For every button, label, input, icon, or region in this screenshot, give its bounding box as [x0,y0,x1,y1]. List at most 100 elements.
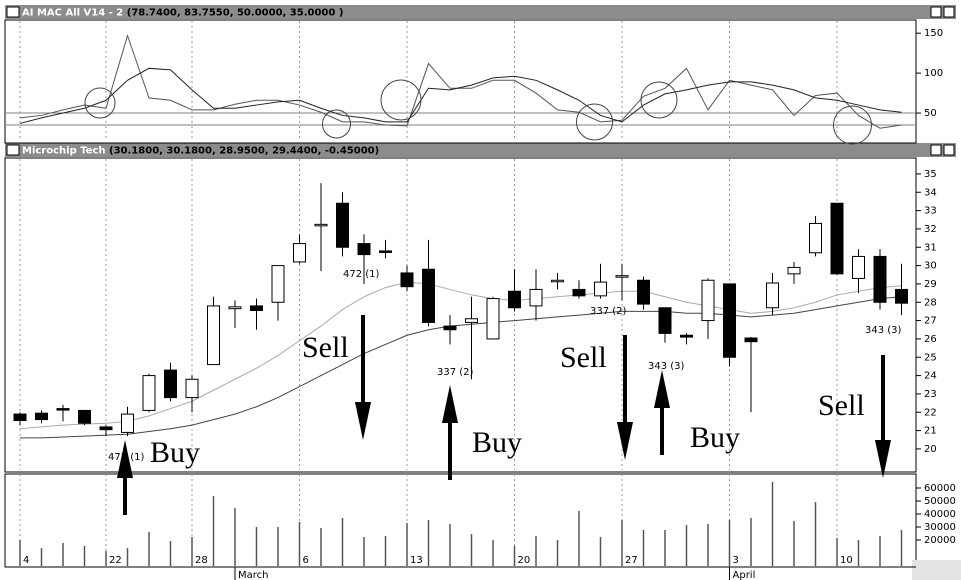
y-tick-label: 25 [924,352,937,363]
candle-body [228,306,242,310]
corner-box [912,560,961,580]
osc-values: (78.7400, 83.7550, 50.0000, 35.0000 ) [127,8,344,19]
y-tick-label: 40000 [924,509,956,520]
candle-body [830,202,844,275]
candle-body [164,369,177,399]
signal-count: 337 (2) [590,306,627,317]
candle-body [701,279,715,322]
candle-body [486,298,500,340]
price-title: Microchip Tech (30.1800, 30.1800, 28.950… [22,146,379,157]
signal-count: 472 (1) [343,269,380,280]
x-tick-label: 4 [23,555,29,566]
y-tick-label: 20000 [924,535,956,546]
panel-icon [6,144,20,156]
close-button[interactable] [943,6,955,18]
candle-body [572,288,586,297]
candle-body [766,282,779,309]
osc-panel [4,19,917,144]
moving-average [20,296,902,439]
signal-label: Buy [690,421,740,454]
panel-icon [6,6,20,18]
x-tick-label: 13 [410,555,423,566]
candle-body [594,281,607,297]
maximize-button[interactable] [930,144,942,156]
candle-body [637,279,650,305]
candle-body [99,426,113,431]
month-label: April [733,570,756,580]
signal-label: Sell [560,341,607,374]
y-tick-label: 23 [924,389,937,400]
y-tick-label: 30000 [924,522,956,533]
signal-arrow-head [617,422,633,460]
osc-title-bar [5,5,956,19]
y-tick-label: 28 [924,297,937,308]
signal-arrow-head [875,440,891,478]
crossover-circle [576,103,613,141]
candle-body [293,243,306,263]
signal-count: 337 (2) [437,367,474,378]
month-label: March [238,570,268,580]
y-tick-label: 21 [924,426,937,437]
candle-body [809,222,822,254]
price-title-bar [5,143,956,157]
candle-body [723,283,736,358]
candle-body [250,305,263,312]
candle-body [680,334,693,338]
candle-body [400,272,414,288]
signal-label: Buy [472,426,522,459]
y-tick-label: 32 [924,224,937,235]
maximize-button[interactable] [930,6,942,18]
y-tick-label: 33 [924,206,937,217]
y-tick-label: 100 [924,68,943,79]
y-tick-label: 31 [924,242,937,253]
oscillator-line [19,67,902,124]
x-tick-label: 6 [303,555,309,566]
y-tick-label: 27 [924,316,937,327]
candle-body [207,305,220,366]
price-name: Microchip Tech [22,146,106,157]
candle-body [787,266,801,275]
candle-body [56,408,70,411]
candle-body [465,318,478,323]
crossover-circle [84,87,116,119]
candle-body [336,202,349,248]
candle-body [121,413,134,433]
candle-body [185,378,199,399]
candle-body [357,243,371,256]
oscillator-line [19,33,902,129]
signal-label: Sell [818,389,865,422]
candle-body [422,268,435,323]
y-tick-label: 35 [924,169,937,180]
osc-name: AI MAC All V14 - 2 [22,8,123,19]
window-buttons[interactable] [930,6,955,156]
candle-body [78,409,91,424]
candle-body [443,325,457,331]
candle-body [744,337,758,343]
crossover-circle [833,105,872,145]
x-tick-label: 22 [109,555,122,566]
crossover-circle [322,109,351,139]
candle-body [314,223,328,227]
y-tick-label: 20 [924,444,937,455]
candle-body [529,288,543,307]
signal-count: 343 (3) [865,325,902,336]
candle-body [658,307,672,334]
moving-average [19,281,902,430]
signal-arrow-head [117,440,133,478]
y-tick-label: 50000 [924,496,956,507]
x-tick-label: 28 [195,555,208,566]
candle-body [508,290,521,309]
signal-arrow-head [355,402,371,440]
y-tick-label: 150 [924,28,943,39]
price-values: (30.1800, 30.1800, 28.9500, 29.4400, -0.… [109,146,379,157]
candle-body [551,279,564,283]
close-button[interactable] [943,144,955,156]
x-tick-label: 10 [840,555,853,566]
x-tick-label: 3 [733,555,739,566]
candle-body [13,413,27,422]
price-panel [4,157,917,473]
signal-label: Buy [150,436,200,469]
candle-body [379,250,392,253]
